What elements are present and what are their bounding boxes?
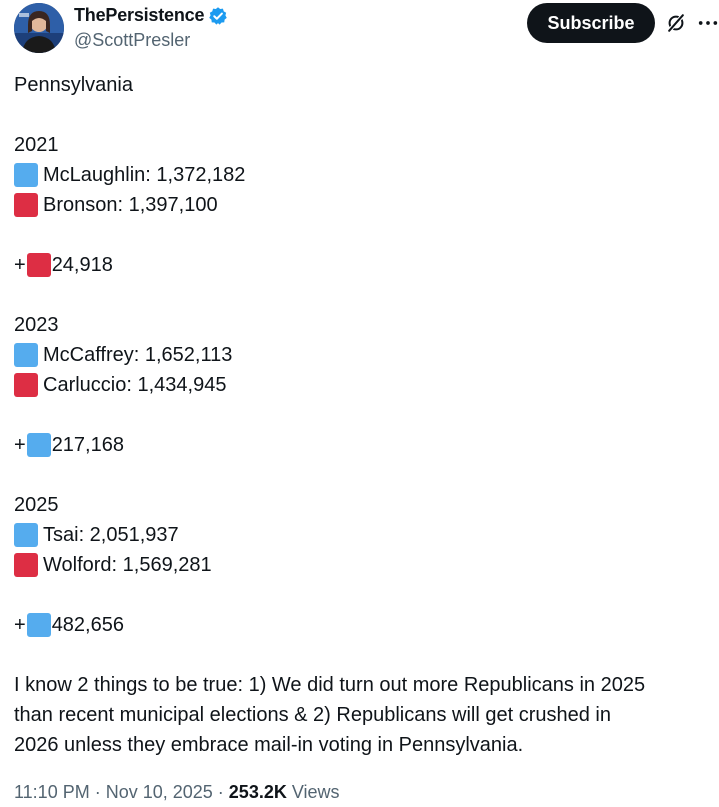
candidate-result: Bronson: 1,397,100 [43, 194, 218, 216]
race-year: 2023 [14, 314, 59, 336]
blank-line [14, 460, 714, 490]
tweet-header: ThePersistence @ScottPresler Subscribe [0, 0, 719, 60]
candidate-result: McCaffrey: 1,652,113 [43, 344, 233, 366]
blue-square-icon [14, 523, 38, 547]
author-display-name[interactable]: ThePersistence [74, 5, 205, 25]
margin-line: + 217,168 [14, 430, 714, 460]
closing-line: 2026 unless they embrace mail-in voting … [14, 734, 524, 756]
meta-separator: · [89, 782, 106, 802]
tweet-date[interactable]: Nov 10, 2025 [105, 782, 213, 802]
candidate-line: McLaughlin: 1,372,182 [14, 160, 714, 190]
margin-line: + 24,918 [14, 250, 714, 280]
blank-line [14, 580, 714, 610]
margin-value: 217,168 [51, 434, 124, 456]
red-square-icon [14, 193, 38, 217]
grok-icon[interactable] [665, 12, 687, 34]
red-square-icon [26, 253, 51, 277]
more-icon[interactable] [697, 12, 719, 34]
tweet-heading: Pennsylvania [14, 74, 133, 96]
meta-separator: · [212, 782, 229, 802]
blue-square-icon [14, 163, 38, 187]
views-count: 253.2K [228, 782, 287, 802]
subscribe-button[interactable]: Subscribe [527, 3, 655, 43]
margin-value: 482,656 [51, 614, 124, 636]
margin-prefix: + [14, 614, 26, 636]
blank-line [14, 400, 714, 430]
race-year: 2025 [14, 494, 59, 516]
closing-line: I know 2 things to be true: 1) We did tu… [14, 674, 646, 696]
blue-square-icon [14, 343, 38, 367]
margin-prefix: + [14, 254, 26, 276]
tweet-meta: 11:10 PM · Nov 10, 2025 · 253.2K Views [14, 782, 340, 803]
tweet-text: Pennsylvania 2021 McLaughlin: 1,372,182 … [14, 70, 714, 760]
candidate-line: Tsai: 2,051,937 [14, 520, 714, 550]
margin-value: 24,918 [51, 254, 113, 276]
candidate-line: Bronson: 1,397,100 [14, 190, 714, 220]
verified-badge-icon[interactable] [208, 6, 228, 26]
avatar-image [14, 3, 64, 53]
author-name-row: ThePersistence [74, 5, 228, 26]
views-label: Views [286, 782, 340, 802]
candidate-result: Carluccio: 1,434,945 [43, 374, 227, 396]
blank-line [14, 100, 714, 130]
tweet-time[interactable]: 11:10 PM [14, 782, 90, 802]
margin-prefix: + [14, 434, 26, 456]
red-square-icon [14, 553, 38, 577]
closing-line: than recent municipal elections & 2) Rep… [14, 704, 611, 726]
blank-line [14, 640, 714, 670]
candidate-result: Tsai: 2,051,937 [43, 524, 179, 546]
blue-square-icon [26, 613, 51, 637]
blank-line [14, 280, 714, 310]
candidate-result: Wolford: 1,569,281 [43, 554, 212, 576]
race-year: 2021 [14, 134, 59, 156]
avatar[interactable] [14, 3, 64, 53]
margin-line: + 482,656 [14, 610, 714, 640]
red-square-icon [14, 373, 38, 397]
candidate-result: McLaughlin: 1,372,182 [43, 164, 246, 186]
candidate-line: Carluccio: 1,434,945 [14, 370, 714, 400]
blank-line [14, 220, 714, 250]
candidate-line: Wolford: 1,569,281 [14, 550, 714, 580]
candidate-line: McCaffrey: 1,652,113 [14, 340, 714, 370]
blue-square-icon [26, 433, 51, 457]
author-handle[interactable]: @ScottPresler [74, 30, 191, 50]
